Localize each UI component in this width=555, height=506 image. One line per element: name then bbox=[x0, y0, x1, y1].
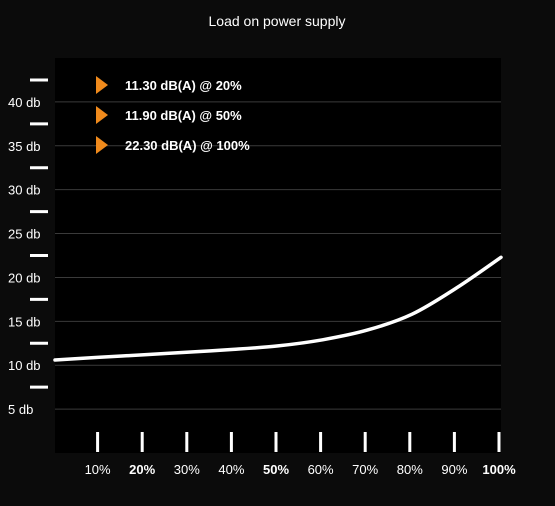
y-axis: 5 db 10 db 15 db 20 db 25 db 30 db 35 db 40 db bbox=[8, 78, 48, 417]
y-tick-label: 5 db bbox=[8, 402, 33, 417]
annotation-list: 11.30 dB(A) @ 20% 11.90 dB(A) @ 50% 22.30 … bbox=[96, 76, 250, 154]
y-tick-label: 35 db bbox=[8, 139, 41, 154]
x-tick-label: 70% bbox=[352, 462, 378, 477]
y-tick-label: 25 db bbox=[8, 227, 41, 242]
grid-layer bbox=[55, 101, 501, 410]
y-tick-label: 15 db bbox=[8, 314, 41, 329]
y-tick-label: 10 db bbox=[8, 358, 41, 373]
annotation-text: 22.30 dB(A) @ 100% bbox=[125, 138, 250, 153]
orange-triangle-icon bbox=[96, 106, 108, 124]
orange-triangle-icon bbox=[96, 76, 108, 94]
plot-area bbox=[55, 58, 501, 453]
x-tick-label: 80% bbox=[397, 462, 423, 477]
annotation-text: 11.90 dB(A) @ 50% bbox=[125, 108, 242, 123]
x-tick-label: 30% bbox=[174, 462, 200, 477]
y-tick-label: 40 db bbox=[8, 95, 41, 110]
x-tick-label: 100% bbox=[482, 462, 516, 477]
x-axis: 10% 20% 30% 40% 50% 60% 70% 80% 90% 100% bbox=[85, 432, 516, 477]
orange-triangle-icon bbox=[96, 136, 108, 154]
x-tick-label: 60% bbox=[308, 462, 334, 477]
x-tick-label: 90% bbox=[441, 462, 467, 477]
y-tick-label: 20 db bbox=[8, 270, 41, 285]
annotation-text: 11.30 dB(A) @ 20% bbox=[125, 78, 242, 93]
x-tick-label: 40% bbox=[218, 462, 244, 477]
series-line bbox=[53, 255, 503, 362]
x-tick-label: 10% bbox=[85, 462, 111, 477]
x-tick-label: 50% bbox=[263, 462, 289, 477]
y-tick-label: 30 db bbox=[8, 183, 41, 198]
series-layer bbox=[53, 255, 503, 362]
chart-title: Load on power supply bbox=[209, 13, 346, 29]
x-tick-label: 20% bbox=[129, 462, 155, 477]
